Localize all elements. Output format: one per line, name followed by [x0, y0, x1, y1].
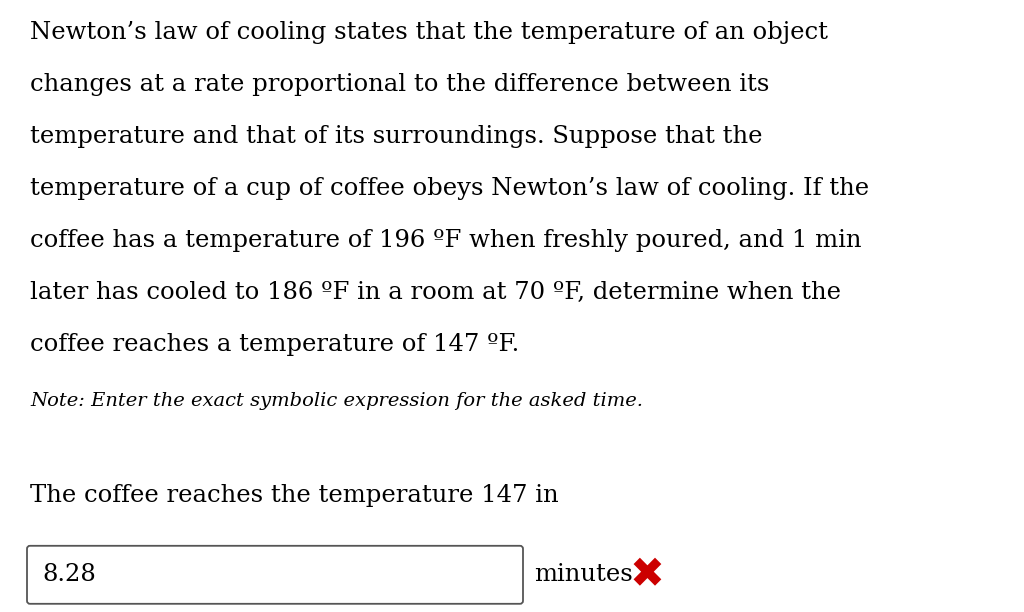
FancyBboxPatch shape [27, 546, 523, 604]
Text: coffee reaches a temperature of 147 ºF.: coffee reaches a temperature of 147 ºF. [30, 332, 519, 356]
Text: later has cooled to 186 ºF in a room at 70 ºF, determine when the: later has cooled to 186 ºF in a room at … [30, 280, 841, 304]
Text: 8.28: 8.28 [42, 563, 96, 586]
Text: ✖: ✖ [629, 554, 664, 596]
Text: minutes.: minutes. [534, 563, 640, 586]
Text: temperature and that of its surroundings. Suppose that the: temperature and that of its surroundings… [30, 125, 763, 147]
Text: Newton’s law of cooling states that the temperature of an object: Newton’s law of cooling states that the … [30, 21, 828, 43]
Text: temperature of a cup of coffee obeys Newton’s law of cooling. If the: temperature of a cup of coffee obeys New… [30, 177, 869, 200]
Text: changes at a rate proportional to the difference between its: changes at a rate proportional to the di… [30, 73, 769, 95]
Text: Note: Enter the exact symbolic expression for the asked time.: Note: Enter the exact symbolic expressio… [30, 392, 643, 410]
Text: The coffee reaches the temperature 147 in: The coffee reaches the temperature 147 i… [30, 484, 559, 507]
Text: coffee has a temperature of 196 ºF when freshly poured, and 1 min: coffee has a temperature of 196 ºF when … [30, 229, 861, 252]
